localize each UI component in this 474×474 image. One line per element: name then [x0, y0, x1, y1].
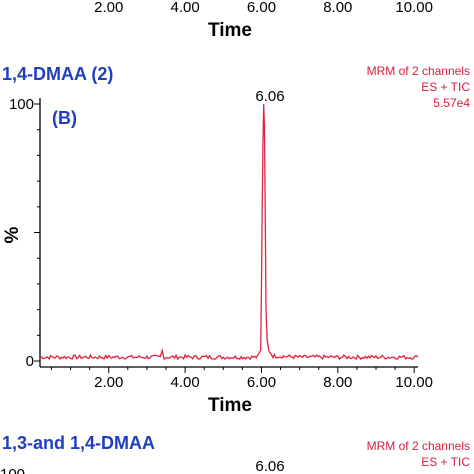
panel-b-peak-label: 6.06: [255, 88, 284, 105]
panel-b-label: (B): [52, 108, 77, 128]
panel-b-info-line-2: ES + TIC: [421, 80, 470, 94]
previous-panel-axis: 2.00 4.00 6.00 8.00 10.00: [94, 0, 433, 16]
panel-c-info-line-2: ES + TIC: [421, 455, 470, 469]
panel-b-plot: 100 0 2.00 4.00 6.00 8.00 10.00: [9, 96, 433, 391]
panel-b-info-line-1: MRM of 2 channels: [367, 64, 470, 78]
panel-c-info-line-1: MRM of 2 channels: [367, 439, 470, 453]
previous-panel-x-tick-label: 10.00: [395, 0, 433, 16]
panel-b-x-tick-label: 4.00: [170, 374, 199, 391]
panel-b-x-tick-label: 10.00: [395, 374, 433, 391]
previous-panel-x-tick-label: 4.00: [170, 0, 199, 16]
panel-b-y-tick-label: 100: [9, 96, 34, 113]
panel-b-x-tick-label: 8.00: [323, 374, 352, 391]
previous-panel-x-tick-label: 2.00: [94, 0, 123, 16]
panel-b-x-axis-title: Time: [208, 395, 252, 416]
panel-b-title: 1,4-DMAA (2): [2, 64, 113, 84]
panel-b-y-tick-label: 0: [26, 353, 34, 370]
panel-b-y-axis-title: %: [2, 226, 23, 243]
panel-b-x-tick-label: 6.00: [247, 374, 276, 391]
panel-c-title: 1,3-and 1,4-DMAA: [2, 433, 155, 453]
previous-panel-x-axis-title: Time: [208, 20, 252, 41]
panel-b-info-line-3: 5.57e4: [433, 96, 470, 110]
panel-c-peak-label: 6.06: [255, 458, 284, 474]
panel-c-y-tick-label: 100: [0, 466, 25, 474]
panel-b-x-tick-label: 2.00: [94, 374, 123, 391]
previous-panel-x-tick-label: 8.00: [323, 0, 352, 16]
previous-panel-x-tick-label: 6.00: [247, 0, 276, 16]
panel-b-trace-line: [39, 103, 419, 361]
